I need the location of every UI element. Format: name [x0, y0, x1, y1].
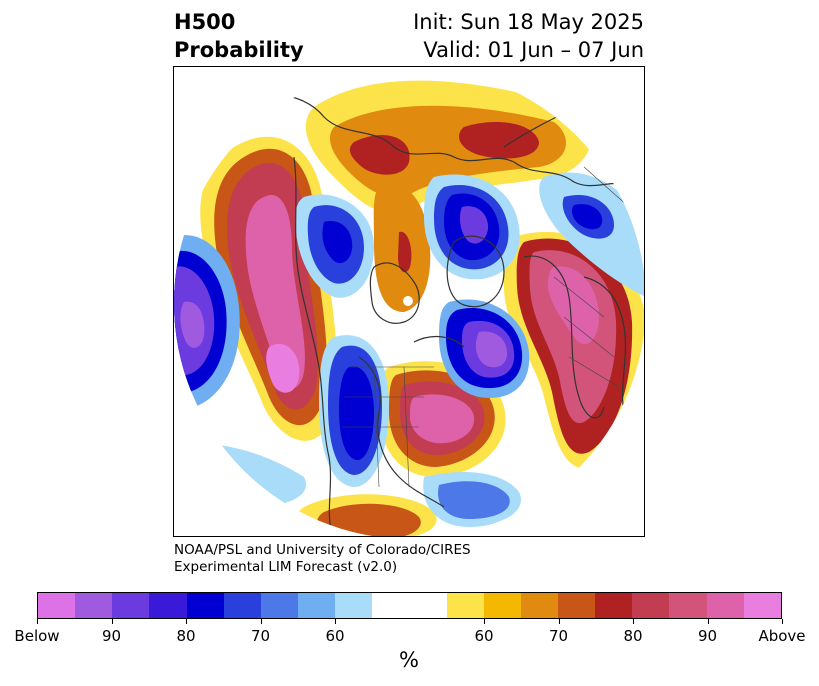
- init-date: Init: Sun 18 May 2025: [413, 10, 644, 34]
- colorbar-tick-mark: [782, 619, 783, 624]
- colorbar-tick-label: Above: [758, 627, 806, 645]
- credit-line-1: NOAA/PSL and University of Colorado/CIRE…: [174, 542, 471, 558]
- variable-title: H500: [174, 10, 236, 34]
- below-scandinavia: [539, 172, 644, 297]
- colorbar-tick-label: 60: [325, 627, 345, 645]
- title-left: H500 Probability: [174, 8, 304, 64]
- country-borders: [342, 126, 635, 488]
- colorbar-tick-mark: [484, 619, 485, 624]
- colorbar-segment: [595, 593, 633, 618]
- above-north-america: [379, 361, 506, 477]
- colorbar-segment: [297, 593, 336, 618]
- colorbar-segment: [520, 593, 558, 618]
- colorbar-segment: [260, 593, 298, 618]
- title-right: Init: Sun 18 May 2025 Valid: 01 Jun – 07…: [413, 8, 644, 64]
- colorbar-segment: [223, 593, 261, 618]
- colorbar-tick-label: 90: [697, 627, 718, 645]
- colorbar-tick-mark: [260, 619, 262, 624]
- north-pole-marker: [403, 296, 413, 306]
- above-europe-atlantic: [503, 231, 644, 469]
- colorbar-segment: [706, 593, 744, 618]
- colorbar-segment: [75, 593, 113, 618]
- colorbar-segment: [446, 593, 484, 618]
- colorbar-tick-mark: [335, 619, 336, 624]
- map-panel: [173, 66, 645, 537]
- colorbar-tick-mark: [633, 619, 634, 624]
- colorbar-segment: [632, 593, 670, 618]
- colorbar-segment: [186, 593, 224, 618]
- colorbar: [37, 592, 782, 619]
- colorbar-segment: [38, 593, 76, 618]
- colorbar-tick-mark: [186, 619, 187, 624]
- above-north-eurasia: [305, 80, 592, 312]
- below-greenland: [424, 174, 520, 280]
- colorbar-segment: [112, 593, 150, 618]
- below-canada-north: [319, 335, 389, 487]
- colorbar-segment: [409, 593, 447, 618]
- colorbar-segment: [335, 593, 373, 618]
- colorbar-segment: [149, 593, 187, 618]
- valid-period: Valid: 01 Jun – 07 Jun: [423, 38, 644, 62]
- colorbar-unit: %: [399, 648, 419, 672]
- below-east-pacific: [174, 235, 240, 407]
- credit-line-2: Experimental LIM Forecast (v2.0): [174, 559, 398, 575]
- colorbar-tick-label: Below: [14, 627, 60, 645]
- colorbar-tick-label: 70: [250, 627, 271, 645]
- colorbar-tick-label: 80: [623, 627, 643, 645]
- colorbar-tick-label: 60: [474, 627, 494, 645]
- colorbar-segment: [557, 593, 596, 618]
- colorbar-segment: [483, 593, 521, 618]
- colorbar-tick-label: 70: [548, 627, 569, 645]
- probability-map: [174, 67, 644, 536]
- probability-title: Probability: [174, 38, 304, 62]
- colorbar-tick-label: 80: [176, 627, 196, 645]
- credit-text: NOAA/PSL and University of Colorado/CIRE…: [174, 542, 471, 576]
- colorbar-segment: [669, 593, 707, 618]
- colorbar-tick-label: 90: [101, 627, 122, 645]
- below-arctic-siberia: [439, 299, 530, 398]
- colorbar-tick-mark: [111, 619, 113, 624]
- colorbar-tick-mark: [707, 619, 709, 624]
- below-alaska-canada: [295, 194, 374, 298]
- colorbar-tick-mark: [558, 619, 560, 624]
- colorbar-segment: [743, 593, 781, 618]
- colorbar-tick-mark: [37, 619, 38, 624]
- colorbar-segment: [372, 593, 410, 618]
